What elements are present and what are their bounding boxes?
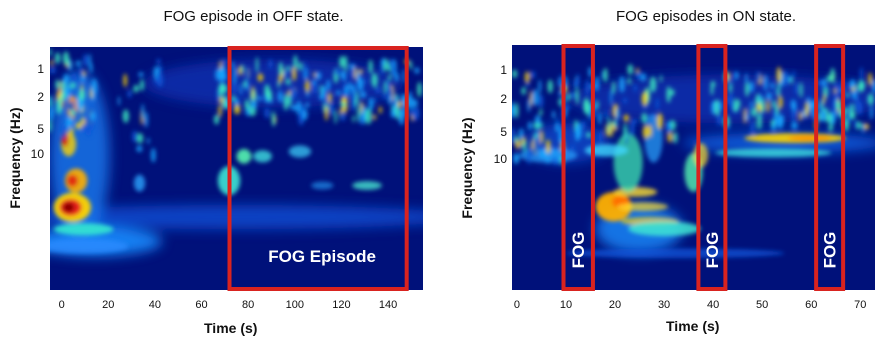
spectrogram-off: 0 20 40 60 80 100 120 140 1 2 5 10 FOG Episode xyxy=(31,46,423,311)
fog-annotation-label: FOG xyxy=(821,232,840,269)
x-tick-label: 140 xyxy=(379,299,397,311)
y-tick-label: 10 xyxy=(31,147,45,161)
x-tick-label: 60 xyxy=(805,299,817,311)
y-tick-label: 10 xyxy=(494,152,508,166)
y-tick-label: 5 xyxy=(500,125,507,139)
y-tick-label: 2 xyxy=(37,90,44,104)
fog-annotation-label: FOG xyxy=(703,232,722,269)
chart-title: FOG episodes in ON state. xyxy=(615,8,797,25)
fog-annotation-label: FOG xyxy=(569,232,588,269)
chart-title: FOG episode in OFF state. xyxy=(163,8,344,25)
x-tick-label: 60 xyxy=(195,299,207,311)
x-tick-label: 20 xyxy=(102,299,114,311)
chart-on-state: FOG episodes in ON state. Frequency (Hz)… xyxy=(437,0,875,340)
fog-annotation-box: FOG xyxy=(696,44,728,291)
x-tick-label: 40 xyxy=(149,299,161,311)
x-tick-label: 50 xyxy=(756,299,768,311)
x-tick-label: 10 xyxy=(560,299,572,311)
x-tick-label: 0 xyxy=(59,299,65,311)
x-tick-label: 30 xyxy=(658,299,670,311)
fog-annotation-box: FOG xyxy=(561,44,595,291)
x-tick-label: 100 xyxy=(286,299,304,311)
x-tick-label: 20 xyxy=(609,299,621,311)
x-tick-label: 80 xyxy=(242,299,254,311)
x-axis-label: Time (s) xyxy=(204,320,258,336)
x-tick-label: 70 xyxy=(854,299,866,311)
y-tick-label: 1 xyxy=(500,63,507,77)
fog-annotation-box: FOG Episode xyxy=(227,46,409,291)
x-tick-label: 120 xyxy=(332,299,350,311)
y-tick-label: 2 xyxy=(500,92,507,106)
chart-off-state: FOG episode in OFF state. Frequency (Hz)… xyxy=(0,0,437,340)
x-axis-label: Time (s) xyxy=(666,318,720,334)
y-tick-label: 1 xyxy=(37,62,44,76)
y-tick-label: 5 xyxy=(37,122,44,136)
fog-annotation-label: FOG Episode xyxy=(268,247,376,266)
fog-annotation-box: FOG xyxy=(814,44,846,291)
x-tick-label: 0 xyxy=(514,299,520,311)
x-tick-label: 40 xyxy=(707,299,719,311)
spectrogram-on: 0 10 20 30 40 50 60 70 1 2 5 10 FOG FOG FOG xyxy=(494,44,875,311)
